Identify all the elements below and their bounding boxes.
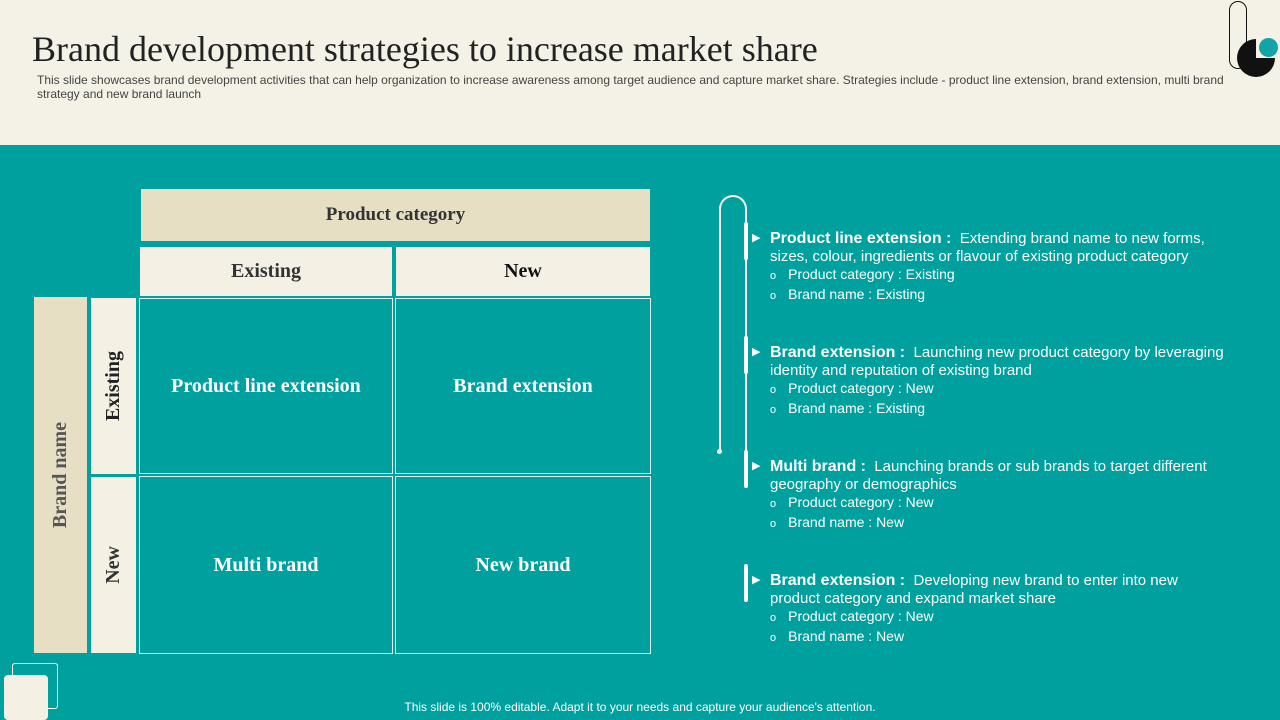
timeline-line [719,195,747,452]
bullet: Brand name : New [770,627,1232,647]
header: Brand development strategies to increase… [0,0,1280,145]
item-desc: Launching brands or sub brands to target… [770,458,1207,493]
bullet: Product category : New [770,379,1232,399]
row-new: New [91,477,136,653]
timeline-dot [717,449,722,454]
decorative-dot-icon [1259,38,1278,57]
arrow-right-icon: ▶ [752,232,761,244]
item-title: Product line extension : [770,230,952,247]
bullet: Product category : New [770,493,1232,513]
cell-product-line-extension: Product line extension [139,298,393,474]
bullet: Product category : New [770,607,1232,627]
timeline-marker [744,222,748,260]
cell-brand-extension: Brand extension [395,298,651,474]
bullet: Brand name : Existing [770,285,1232,305]
column-new: New [396,247,650,296]
item-desc: Extending brand name to new forms, sizes… [770,230,1205,265]
cell-new-brand: New brand [395,476,651,654]
timeline-marker [744,564,748,602]
item-desc: Launching new product category by levera… [770,344,1224,379]
item-desc: Developing new brand to enter into new p… [770,572,1178,607]
row-existing: Existing [91,298,136,474]
list-item: ▶ Product line extension : Extending bra… [752,230,1232,305]
column-existing: Existing [140,247,392,296]
bullet: Brand name : New [770,513,1232,533]
bullet: Product category : Existing [770,265,1232,285]
item-title: Brand extension : [770,344,906,361]
list-item: ▶ Multi brand : Launching brands or sub … [752,458,1232,533]
arrow-right-icon: ▶ [752,346,761,358]
bullet: Brand name : Existing [770,399,1232,419]
decorative-square [4,675,48,720]
arrow-right-icon: ▶ [752,460,761,472]
timeline-marker [744,336,748,374]
timeline-marker [744,450,748,488]
decorative-pill-icon [1229,1,1247,69]
cell-multi-brand: Multi brand [139,476,393,654]
row-existing-label: Existing [102,350,124,422]
row-new-label: New [102,546,124,584]
row-header: Brand name [34,297,87,653]
footer-note: This slide is 100% editable. Adapt it to… [404,700,876,714]
row-header-label: Brand name [49,421,71,529]
column-header: Product category [141,189,650,241]
item-title: Multi brand : [770,458,866,475]
page-subtitle: This slide showcases brand development a… [37,73,1224,101]
arrow-right-icon: ▶ [752,574,761,586]
page-title: Brand development strategies to increase… [32,29,818,69]
list-item: ▶ Brand extension : Developing new brand… [752,572,1232,647]
list-item: ▶ Brand extension : Launching new produc… [752,344,1232,419]
item-title: Brand extension : [770,572,906,589]
